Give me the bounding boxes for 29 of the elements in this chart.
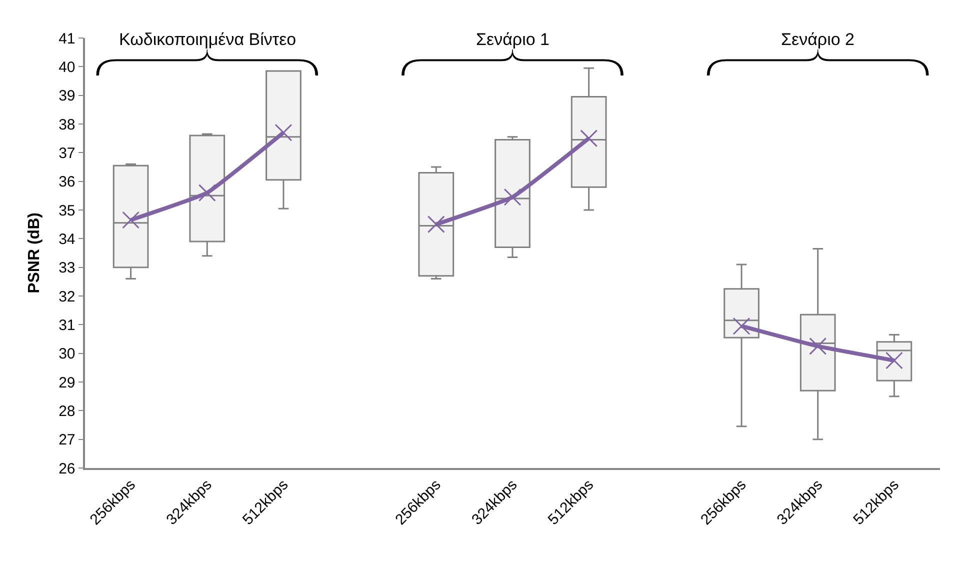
- annotation: Σενάριο 1: [476, 30, 550, 49]
- y-tick-label: 31: [58, 316, 76, 334]
- annotation: Κωδικοποιημένα Βίντεο: [119, 30, 296, 49]
- point: [427, 216, 445, 234]
- y-tick-label: 35: [58, 202, 76, 220]
- point: [809, 337, 827, 355]
- y-tick-label: 36: [58, 174, 76, 191]
- y-tick-label: 33: [58, 260, 76, 277]
- y-tick-label: 37: [58, 144, 76, 162]
- y-tick-label: 32: [58, 288, 76, 306]
- point: [198, 184, 216, 202]
- point: [504, 188, 522, 206]
- point: [732, 317, 750, 335]
- y-tick-label: 28: [58, 402, 76, 420]
- y-tick-label: 38: [58, 116, 76, 134]
- y-tick-label: 41: [58, 30, 76, 48]
- y-tick-label: 34: [58, 230, 76, 248]
- y-tick-label: 27: [58, 432, 76, 449]
- y-tick-label: 26: [58, 460, 76, 478]
- point: [580, 130, 598, 148]
- y-tick-label: 29: [58, 374, 76, 392]
- y-tick-label: 39: [58, 88, 76, 105]
- y-axis-title: PSNR (dB): [26, 212, 43, 294]
- y-tick-label: 30: [58, 346, 76, 363]
- point: [885, 352, 903, 370]
- y-tick-label: 40: [58, 58, 76, 76]
- annotation: Σενάριο 2: [781, 30, 854, 49]
- point: [122, 211, 140, 229]
- point: [274, 124, 292, 142]
